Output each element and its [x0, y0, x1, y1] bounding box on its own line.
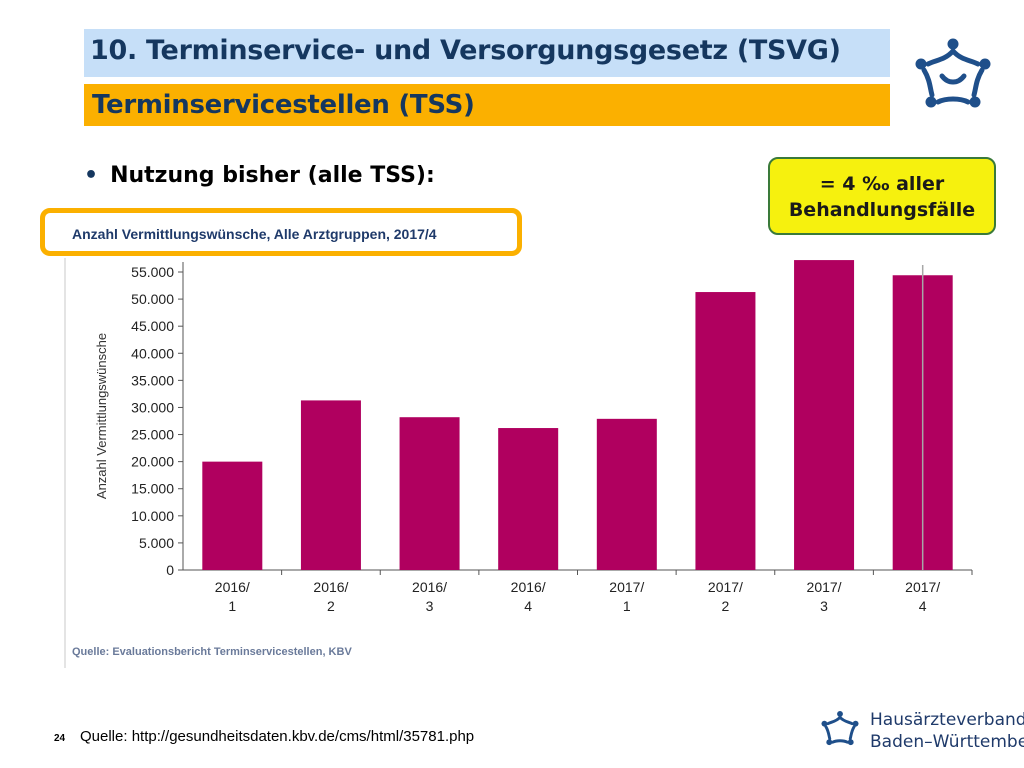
x-tick-label-year: 2016/: [313, 579, 348, 595]
bullet-dot-icon: •: [84, 163, 99, 188]
y-tick-label: 5.000: [139, 535, 174, 551]
y-tick-label: 15.000: [131, 481, 174, 497]
bar-6: [695, 292, 756, 570]
bar-2: [300, 400, 361, 570]
brand-name-line2: Baden–Württemberg: [870, 732, 1024, 752]
callout-line2: Behandlungsfälle: [788, 199, 976, 221]
bar-3: [399, 417, 460, 570]
hausaerzteverband-logo-icon: [915, 38, 991, 108]
x-tick-label-year: 2017/: [708, 579, 743, 595]
chart-source: Quelle: Evaluationsbericht Terminservice…: [72, 646, 352, 658]
y-tick-label: 45.000: [131, 318, 174, 334]
x-tick-label-quarter: 2: [722, 598, 730, 614]
y-tick-label: 10.000: [131, 508, 174, 524]
brand-block: Hausärzteverband Baden–Württemberg: [820, 708, 1024, 760]
x-tick-label-quarter: 1: [623, 598, 631, 614]
callout-box: = 4 ‰ aller Behandlungsfälle: [768, 157, 996, 235]
bullet-point: • Nutzung bisher (alle TSS):: [84, 163, 435, 188]
bar-4: [498, 428, 559, 570]
x-tick-label-year: 2017/: [905, 579, 940, 595]
x-tick-label-year: 2017/: [807, 579, 842, 595]
subtitle-bar: Terminservicestellen (TSS): [84, 84, 890, 126]
y-tick-label: 25.000: [131, 427, 174, 443]
title-bar: 10. Terminservice- und Versorgungsgesetz…: [84, 29, 890, 77]
bar-7: [794, 260, 855, 570]
x-tick-label-year: 2017/: [609, 579, 644, 595]
y-tick-label: 50.000: [131, 291, 174, 307]
y-axis-label: Anzahl Vermittlungswünsche: [94, 333, 109, 499]
chart-left-border: [64, 258, 66, 668]
chart-caption: Anzahl Vermittlungswünsche, Alle Arztgru…: [72, 226, 437, 242]
y-tick-label: 40.000: [131, 345, 174, 361]
y-tick-label: 35.000: [131, 372, 174, 388]
y-tick-label: 0: [166, 562, 174, 578]
y-tick-label: 55.000: [131, 264, 174, 280]
slide-subtitle: Terminservicestellen (TSS): [92, 90, 475, 120]
x-tick-label-quarter: 4: [919, 598, 927, 614]
x-tick-label-quarter: 2: [327, 598, 335, 614]
footer-source: Quelle: http://gesundheitsdaten.kbv.de/c…: [80, 728, 475, 745]
chart-caption-highlight: [40, 208, 522, 256]
x-tick-label-quarter: 1: [228, 598, 236, 614]
bar-1: [202, 461, 263, 570]
brand-name-line1: Hausärzteverband: [870, 710, 1024, 730]
y-tick-label: 20.000: [131, 454, 174, 470]
x-tick-label-year: 2016/: [412, 579, 447, 595]
y-tick-label: 30.000: [131, 399, 174, 415]
slide-title: 10. Terminservice- und Versorgungsgesetz…: [90, 35, 841, 66]
x-tick-label-quarter: 4: [524, 598, 532, 614]
x-tick-label-quarter: 3: [820, 598, 828, 614]
x-tick-label-year: 2016/: [511, 579, 546, 595]
bullet-text: Nutzung bisher (alle TSS):: [110, 163, 435, 188]
x-tick-label-year: 2016/: [215, 579, 250, 595]
callout-line1: = 4 ‰ aller: [819, 173, 945, 195]
brand-logo-icon: [821, 710, 859, 746]
x-tick-label-quarter: 3: [426, 598, 434, 614]
bar-5: [596, 418, 657, 570]
page-number: 24: [54, 733, 66, 744]
